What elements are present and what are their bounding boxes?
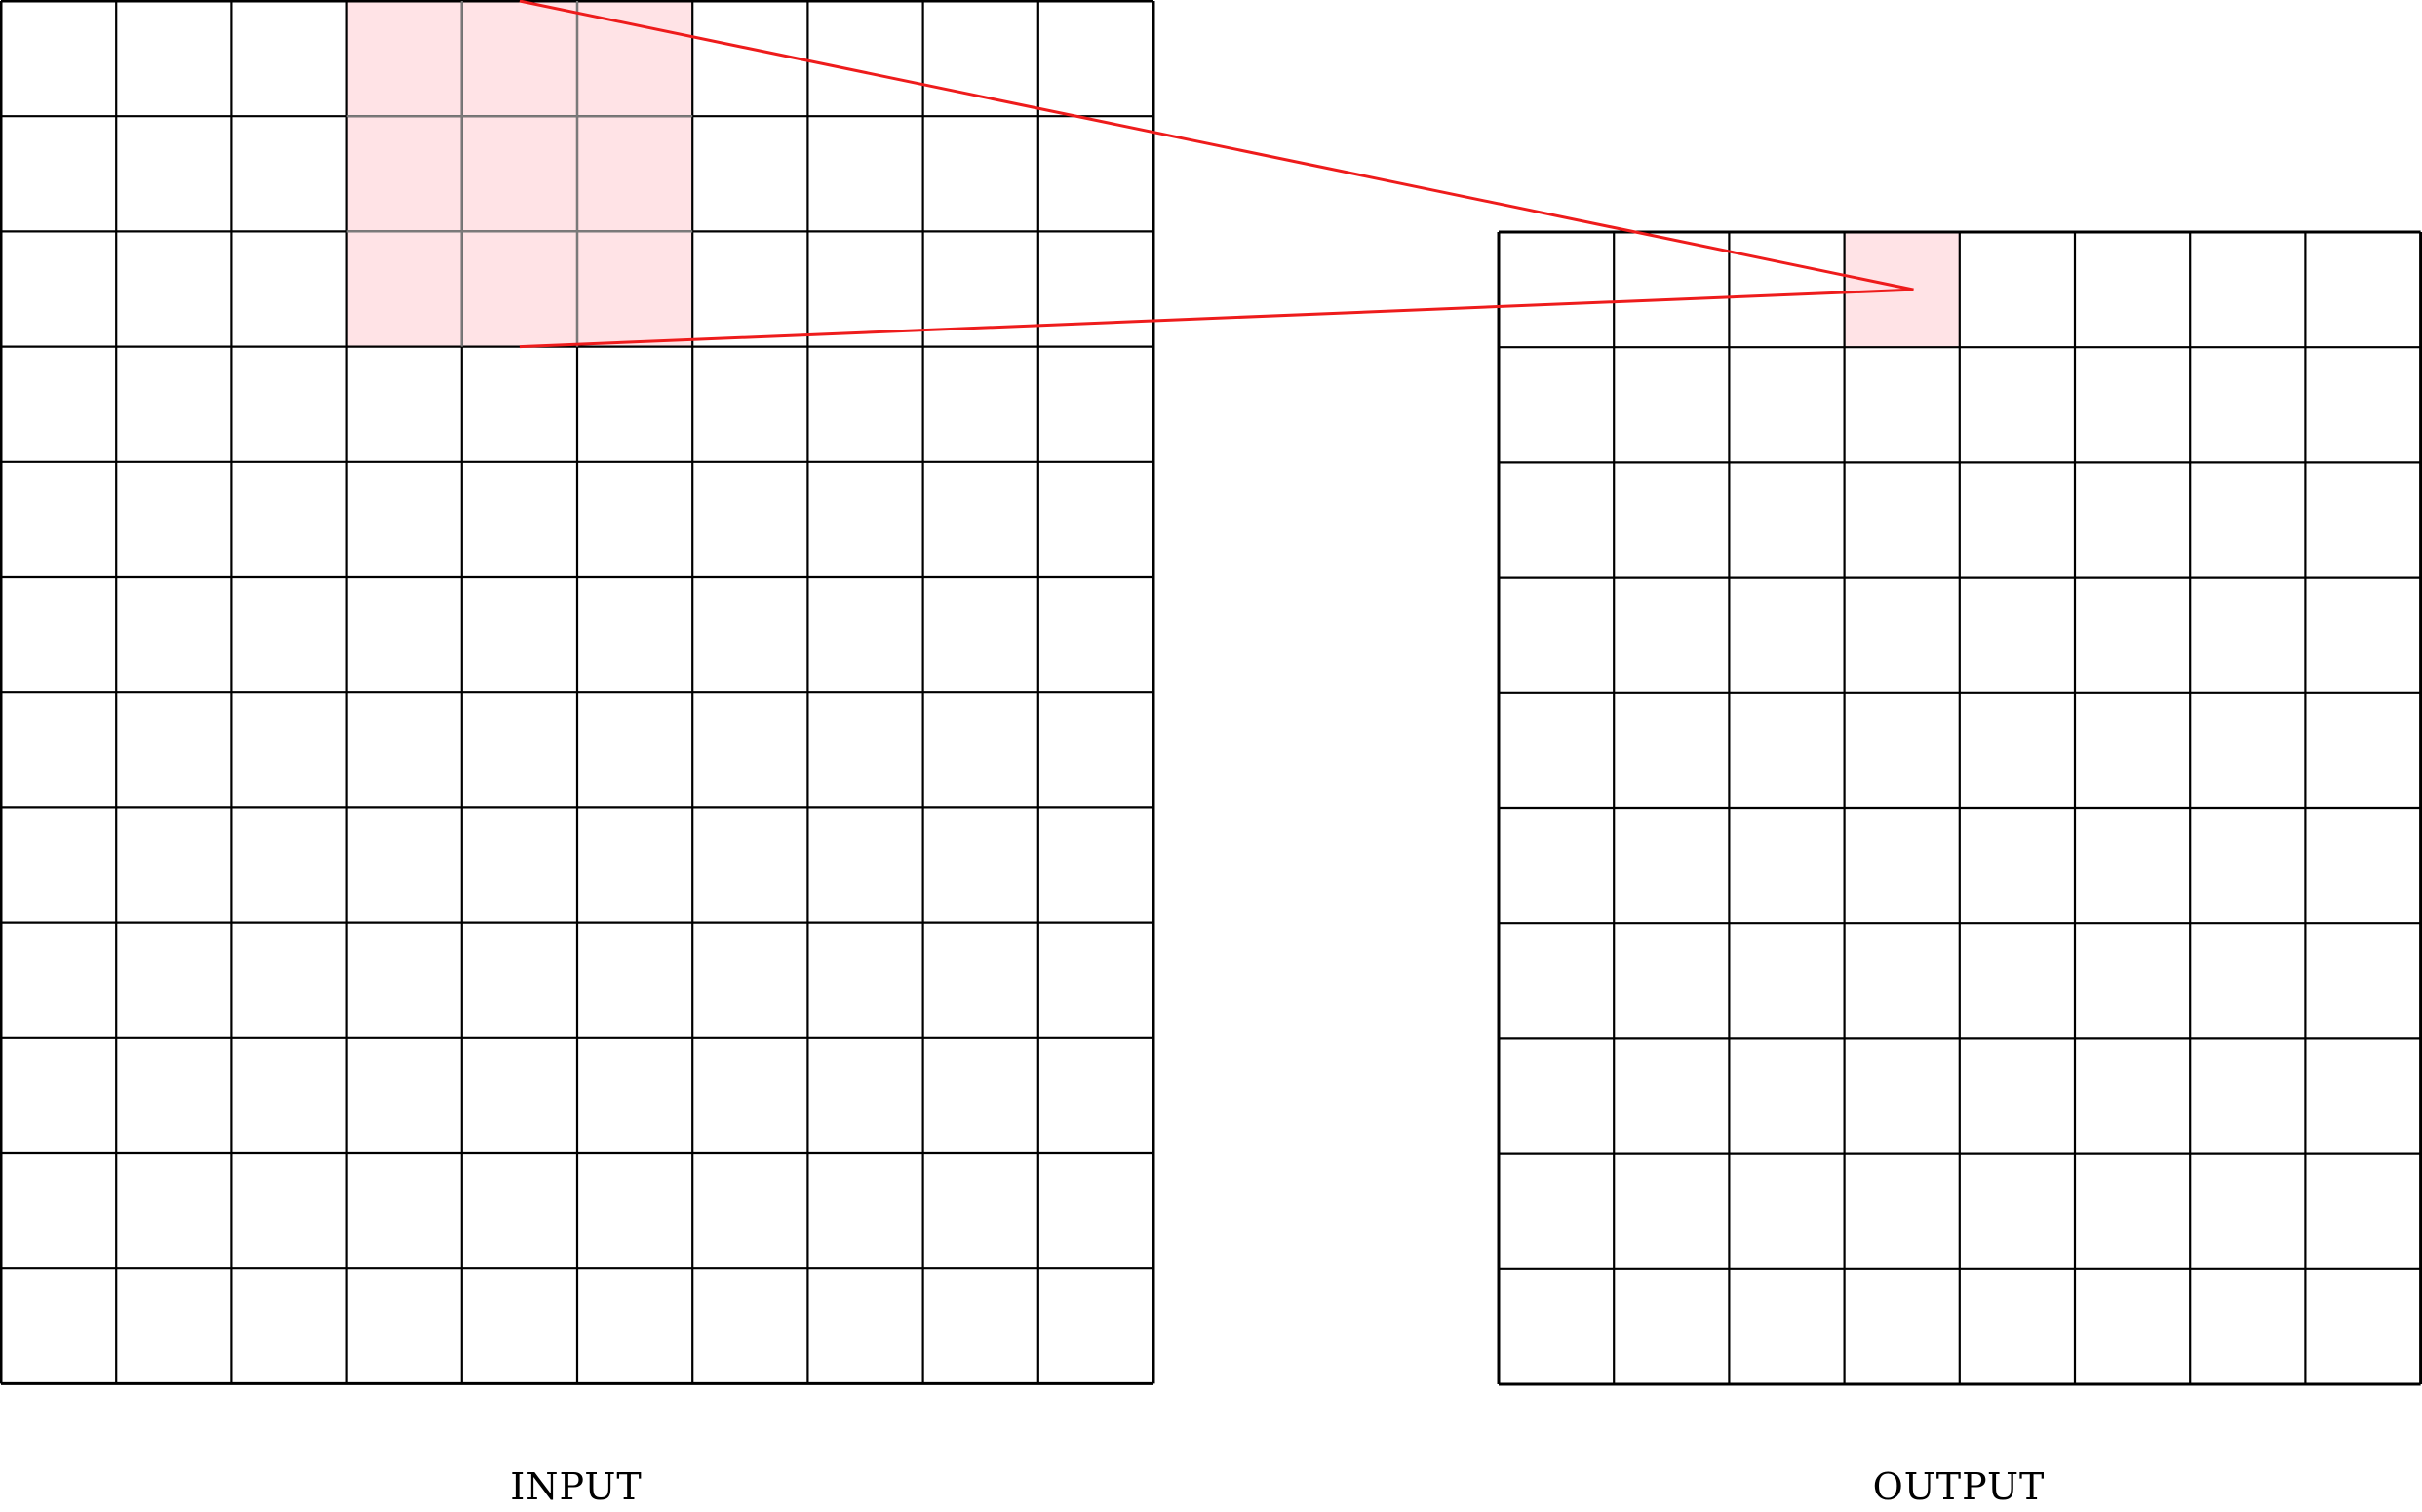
receptive-field-connectors [519,0,1914,349]
connector-line-bottom [519,288,1914,349]
input-grid [0,0,1155,1385]
output-label: OUTPUT [1873,1465,2046,1508]
connector-line-top [519,0,1914,291]
input-label: INPUT [510,1465,643,1508]
input-highlight-region [346,1,693,347]
output-grid [1497,230,2422,1386]
